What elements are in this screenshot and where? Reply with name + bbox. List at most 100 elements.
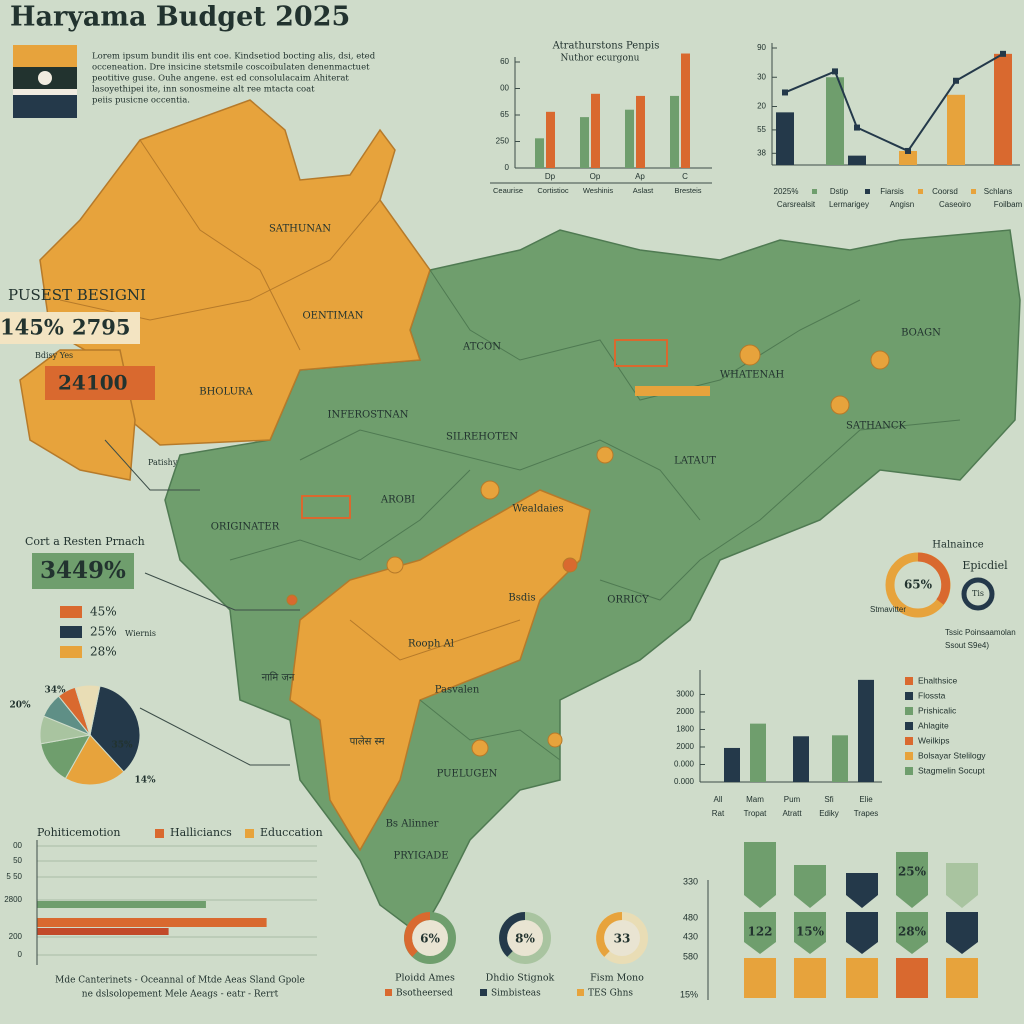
intro-line: peotitive guse. Ouhe angene. est ed cons… (92, 74, 349, 84)
chart-subtitle: Nuthor ecurgonu (561, 54, 640, 64)
donut-key: Bsotheersed (396, 989, 453, 999)
y-tick-label: 430 (683, 931, 698, 941)
bar (37, 918, 267, 927)
block (896, 958, 928, 998)
map-label: LATAUT (674, 456, 716, 467)
y-tick-label: 20 (757, 102, 766, 111)
legend-swatch (905, 692, 913, 700)
donut-name: Dhdio Stignok (486, 973, 555, 984)
chart-title: Atrathurstons Penpis (552, 41, 660, 52)
border (419, 699, 561, 761)
line-point (905, 147, 911, 154)
x-label: Weshinis (583, 186, 614, 195)
y-tick-label: 3000 (676, 690, 694, 699)
map-label: ORIGINATER (211, 522, 280, 533)
legend-swatch (918, 189, 923, 194)
legend-label: Halliciancs (170, 826, 232, 839)
y-tick-label: 15% (680, 989, 698, 999)
row-value: 25% (90, 625, 117, 639)
x-tick-label: Dp (545, 172, 556, 181)
panel-heading: Cort a Resten Prnach (25, 535, 145, 548)
bar (793, 736, 809, 782)
block (846, 958, 878, 998)
bar (625, 109, 634, 168)
legend-label: Weilkips (918, 735, 950, 745)
legend-label: Bolsayar Stelilogy (918, 750, 986, 760)
line-point (832, 68, 838, 75)
donut-note: Ssout S9e4) (945, 641, 989, 650)
x-label: Bresteis (674, 186, 701, 195)
pie-label: 20% (9, 701, 31, 711)
chevron (846, 873, 878, 908)
leader (104, 439, 200, 491)
y-tick-label: 250 (496, 137, 510, 146)
stat: 2795 (72, 315, 130, 340)
chevron (794, 865, 826, 908)
borders (229, 269, 961, 761)
y-tick-label: 200 (9, 932, 23, 941)
pie-label: 14% (134, 776, 156, 786)
y-tick-label: 0 (505, 163, 510, 172)
legend-swatch (812, 189, 817, 194)
x-tick-label: Pum (784, 795, 801, 804)
flag-emblem (38, 71, 52, 85)
map-label: INFEROSTNAN (328, 410, 409, 421)
map-label: PRYIGADE (393, 851, 448, 862)
row-value: 45% (90, 605, 117, 619)
legend-label: Ahlagite (918, 720, 949, 730)
flag-stripe (13, 89, 77, 95)
marker-box (301, 495, 351, 519)
legend-label: Stagmelin Socupt (918, 765, 985, 775)
donut-arc (596, 912, 623, 957)
donut-arc (499, 912, 526, 957)
legend-swatch (60, 606, 82, 618)
map (19, 99, 1021, 937)
y-tick-label: 330 (683, 876, 698, 886)
map-label: OENTIMAN (302, 311, 363, 322)
y-tick-label: 50 (13, 856, 22, 865)
y-tick-label: 5 50 (6, 872, 22, 881)
y-tick-label: 2800 (4, 895, 22, 904)
map-label: Rooph Al (408, 639, 454, 650)
donut-arc (917, 552, 951, 605)
y-tick-label: 1800 (676, 725, 694, 734)
legend-label: Dstip (830, 187, 849, 196)
x-tick-label: Ap (635, 172, 645, 181)
spot (562, 557, 578, 573)
donut-note: Tssic Poinsaamolan (945, 628, 1016, 637)
x-tick-label: Sfi (824, 795, 834, 804)
chevron-label: 25% (898, 865, 927, 879)
donut-arc (404, 912, 431, 957)
donut-key: TES Ghns (588, 989, 633, 999)
leader-lines (104, 439, 300, 766)
map-label: SILREHOTEN (446, 432, 518, 443)
legend-label: Flossta (918, 690, 946, 700)
bar (899, 150, 917, 165)
x-label: Mde Canterinets - Oceannal of Mtde Aeas … (55, 976, 305, 986)
border (599, 419, 961, 601)
donut-name: Fism Mono (590, 973, 644, 984)
chevron (946, 912, 978, 954)
y-tick-label: 580 (683, 951, 698, 961)
legend-swatch (971, 189, 976, 194)
legend-label: Coorsd (932, 187, 958, 196)
x-tick-label: Elie (859, 795, 873, 804)
map-label: ATCON (462, 342, 501, 353)
pie-label: 35% (111, 741, 133, 751)
y-tick-label: 60 (500, 57, 509, 66)
block (946, 958, 978, 998)
x-tick-label: Ediky (819, 809, 839, 818)
x-tick-label: Atratt (782, 809, 802, 818)
spots (286, 344, 890, 757)
border (229, 469, 471, 561)
bar (724, 747, 740, 782)
legend-label: Caseoiro (939, 200, 972, 209)
chevron-label: 15% (796, 925, 825, 939)
intro-line: peiis pusicne occentia. (92, 96, 190, 106)
legend-swatch (905, 767, 913, 775)
bar (546, 111, 555, 168)
bar (37, 928, 169, 935)
legend-label: Lermarigey (829, 200, 869, 209)
y-tick-label: 0.000 (674, 760, 695, 769)
